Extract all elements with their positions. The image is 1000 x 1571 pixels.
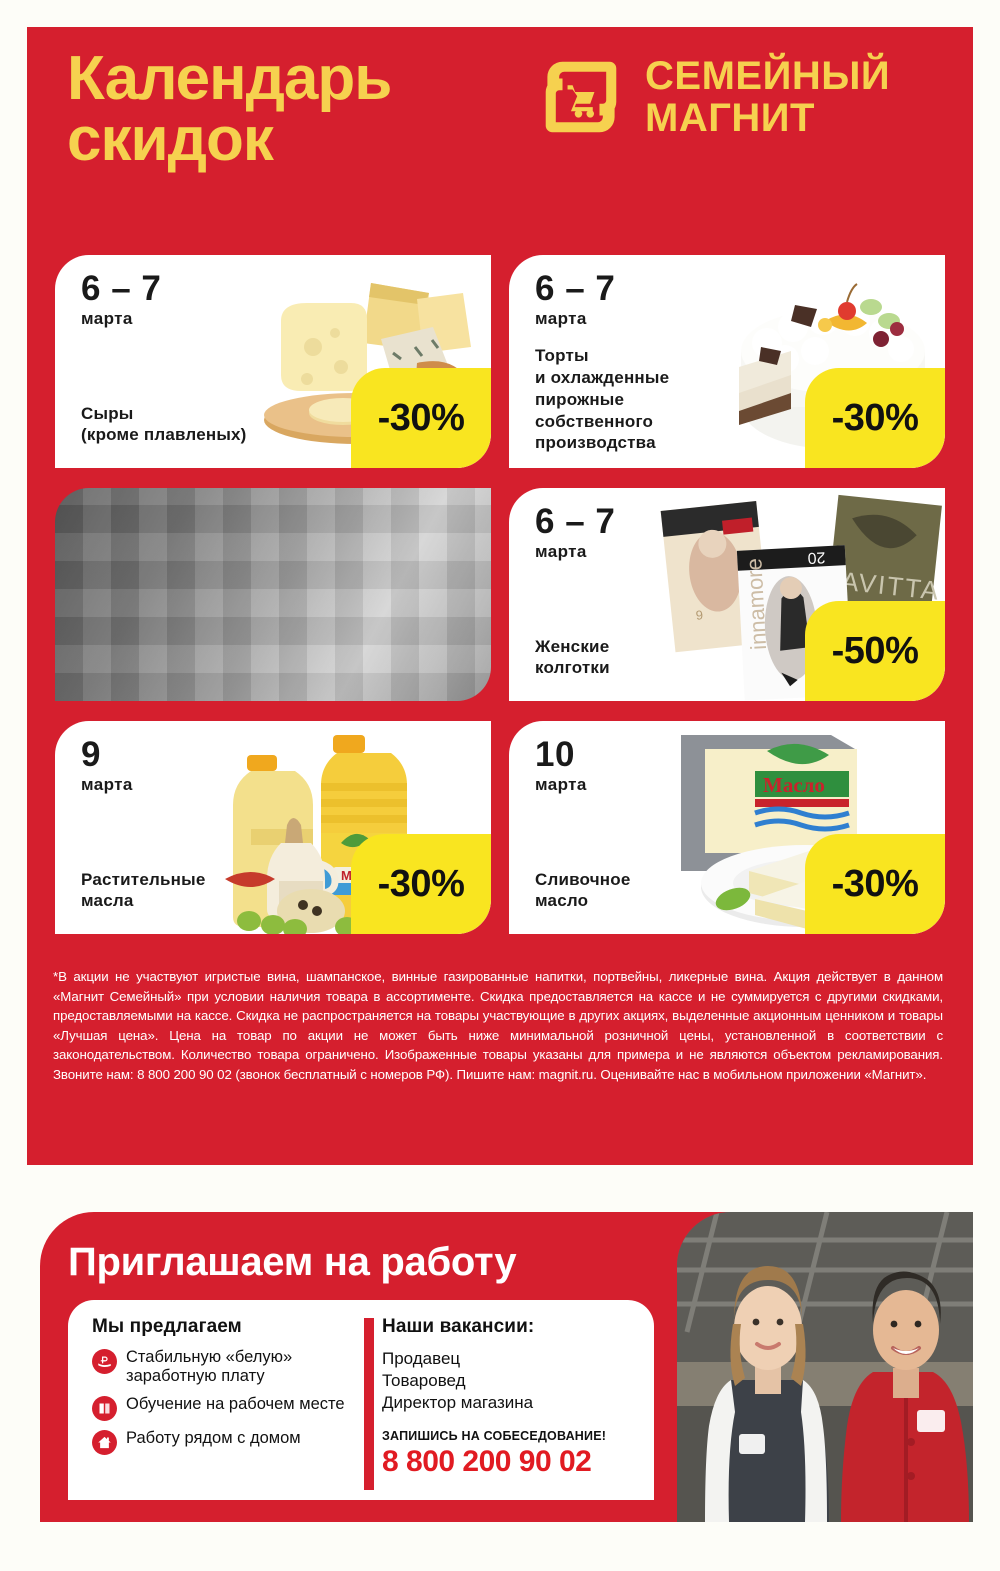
card-month: марта xyxy=(535,774,587,794)
svg-text:Масло: Масло xyxy=(763,773,825,797)
discount-badge: -30% xyxy=(805,834,945,934)
card-month: марта xyxy=(81,774,133,794)
card-date: 9 марта xyxy=(81,735,133,795)
job-phone-number[interactable]: 8 800 200 90 02 xyxy=(382,1445,592,1479)
promo-header: Календарь скидок СЕМЕЙНЫЙ МАГНИТ xyxy=(27,27,973,222)
benefit-text: Обучение на рабочем месте xyxy=(126,1394,345,1413)
vacancy-item: Директор магазина xyxy=(382,1392,534,1412)
discount-badge: -30% xyxy=(351,368,491,468)
card-row: 9 AVITTA xyxy=(55,488,945,701)
job-banner: Приглашаем на работу Мы предлагаем Стаби… xyxy=(40,1212,973,1522)
brand-name: СЕМЕЙНЫЙ МАГНИТ xyxy=(645,55,890,139)
promo-card-cakes[interactable]: 6 – 7 марта Торты и охлажденные пирожные… xyxy=(509,255,945,468)
discount-badge: -30% xyxy=(351,834,491,934)
promo-card-censored[interactable] xyxy=(55,488,491,701)
column-divider xyxy=(364,1318,374,1490)
svg-text:innamore: innamore xyxy=(741,558,771,651)
title-line-2: скидок xyxy=(67,104,274,174)
promo-card-grid: 6 – 7 марта Сыры (кроме плавленых) -30% xyxy=(55,255,945,954)
card-date: 6 – 7 марта xyxy=(81,269,162,329)
benefit-item: Обучение на рабочем месте xyxy=(92,1395,346,1421)
card-product-name: Растительные масла xyxy=(81,869,206,911)
job-banner-title: Приглашаем на работу xyxy=(68,1240,517,1284)
oil-bottles-image: МАСЛО xyxy=(191,721,491,934)
interview-cta: ЗАПИШИСЬ НА СОБЕСЕДОВАНИЕ! xyxy=(382,1429,607,1444)
promo-card-cheese[interactable]: 6 – 7 марта Сыры (кроме плавленых) -30% xyxy=(55,255,491,468)
brand-line-2: МАГНИТ xyxy=(645,96,815,140)
vacancy-item: Продавец xyxy=(382,1349,461,1368)
card-date: 6 – 7 марта xyxy=(535,502,616,562)
svg-text:20: 20 xyxy=(807,548,826,566)
house-icon xyxy=(92,1429,117,1455)
promo-card-tights[interactable]: 9 AVITTA xyxy=(509,488,945,701)
benefit-item: Стабильную «белую» заработную плату xyxy=(92,1348,346,1387)
card-month: марта xyxy=(81,308,133,328)
ruble-hand-icon xyxy=(92,1349,117,1374)
card-product-name: Сливочное масло xyxy=(535,869,631,911)
promo-panel: Календарь скидок СЕМЕЙНЫЙ МАГНИТ xyxy=(27,27,973,1165)
promo-card-butter[interactable]: Масло xyxy=(509,721,945,934)
card-date: 6 – 7 марта xyxy=(535,269,616,329)
brand-line-1: СЕМЕЙНЫЙ xyxy=(645,54,891,98)
card-day: 6 – 7 xyxy=(535,269,616,308)
job-vacancies-column: Наши вакансии: Продавец Товаровед Директ… xyxy=(356,1300,654,1500)
promo-card-vegetable-oil[interactable]: МАСЛО xyxy=(55,721,491,934)
card-row: МАСЛО xyxy=(55,721,945,934)
benefit-text: Работу рядом с домом xyxy=(126,1428,301,1447)
job-info-panel: Мы предлагаем Стабильную «белую» заработ… xyxy=(68,1300,654,1500)
card-day: 6 – 7 xyxy=(535,502,616,541)
card-day: 10 xyxy=(535,735,575,774)
card-product-name: Женские колготки xyxy=(535,636,610,678)
card-row: 6 – 7 марта Сыры (кроме плавленых) -30% xyxy=(55,255,945,468)
benefit-item: Работу рядом с домом xyxy=(92,1429,346,1455)
two-employees-photo xyxy=(677,1212,973,1522)
vacancies-heading: Наши вакансии: xyxy=(382,1316,535,1337)
card-day: 9 xyxy=(81,735,101,774)
disclaimer-text: *В акции не участвуют игристые вина, шам… xyxy=(53,969,943,1082)
shopping-cart-icon xyxy=(539,55,623,139)
brand-logo: СЕМЕЙНЫЙ МАГНИТ xyxy=(539,55,890,139)
page-title: Календарь скидок xyxy=(67,48,547,174)
job-offers-column: Мы предлагаем Стабильную «белую» заработ… xyxy=(68,1300,374,1500)
offers-heading: Мы предлагаем xyxy=(92,1316,242,1337)
vacancy-item: Товаровед xyxy=(382,1370,466,1390)
svg-text:9: 9 xyxy=(695,607,704,623)
title-line-1: Календарь xyxy=(67,44,392,113)
card-date: 10 марта xyxy=(535,735,587,795)
book-icon xyxy=(92,1395,117,1421)
card-day: 6 – 7 xyxy=(81,269,162,308)
benefit-text: Стабильную «белую» заработную плату xyxy=(126,1348,293,1386)
discount-badge: -30% xyxy=(805,368,945,468)
card-product-name: Торты и охлажденные пирожные собственног… xyxy=(535,346,670,453)
card-product-name: Сыры (кроме плавленых) xyxy=(81,403,247,445)
card-month: марта xyxy=(535,308,587,328)
discount-badge: -50% xyxy=(805,601,945,701)
card-month: марта xyxy=(535,541,587,561)
